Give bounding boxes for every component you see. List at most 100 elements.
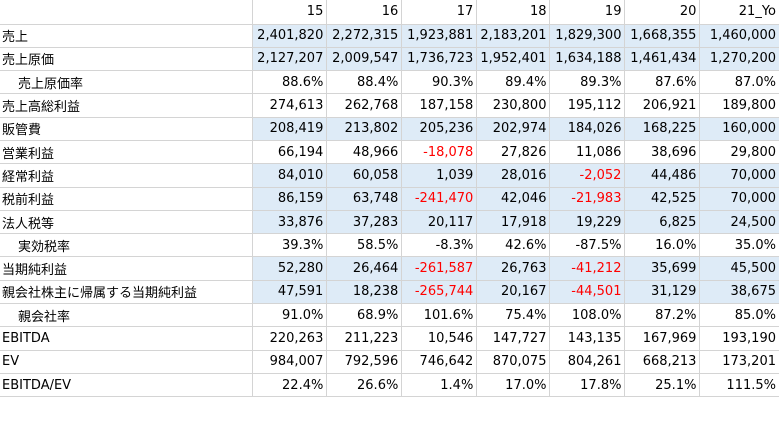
value-cell[interactable]: 86,159 bbox=[252, 187, 328, 211]
value-cell[interactable]: 1,736,723 bbox=[401, 47, 478, 72]
value-cell[interactable]: 202,974 bbox=[476, 117, 551, 141]
row-label-cell[interactable]: 売上 bbox=[0, 24, 254, 48]
value-cell[interactable]: 205,236 bbox=[401, 117, 478, 141]
value-cell[interactable]: -2,052 bbox=[549, 163, 626, 188]
value-cell[interactable]: 984,007 bbox=[252, 350, 328, 374]
value-cell[interactable]: 195,112 bbox=[549, 93, 626, 118]
value-cell[interactable]: 24,500 bbox=[699, 210, 779, 235]
value-cell[interactable]: 1,039 bbox=[401, 163, 478, 188]
value-cell[interactable]: 213,802 bbox=[326, 117, 403, 141]
value-cell[interactable]: -21,983 bbox=[549, 187, 626, 211]
value-cell[interactable]: 89.4% bbox=[476, 70, 551, 95]
value-cell[interactable]: 88.4% bbox=[326, 70, 403, 95]
row-label-cell[interactable]: 売上高総利益 bbox=[0, 93, 254, 118]
column-header-15[interactable]: 15 bbox=[252, 0, 328, 25]
value-cell[interactable]: 44,486 bbox=[624, 163, 701, 188]
value-cell[interactable]: 42.6% bbox=[476, 233, 551, 258]
value-cell[interactable]: 38,696 bbox=[624, 140, 701, 165]
value-cell[interactable]: 42,525 bbox=[624, 187, 701, 211]
column-header-20[interactable]: 20 bbox=[624, 0, 701, 25]
row-label-cell[interactable]: EBITDA/EV bbox=[0, 373, 254, 398]
value-cell[interactable]: 208,419 bbox=[252, 117, 328, 141]
value-cell[interactable]: 35.0% bbox=[699, 233, 779, 258]
value-cell[interactable]: 111.5% bbox=[699, 373, 779, 398]
value-cell[interactable]: 63,748 bbox=[326, 187, 403, 211]
value-cell[interactable]: 274,613 bbox=[252, 93, 328, 118]
column-header-16[interactable]: 16 bbox=[326, 0, 403, 25]
value-cell[interactable]: 6,825 bbox=[624, 210, 701, 235]
value-cell[interactable]: 11,086 bbox=[549, 140, 626, 165]
value-cell[interactable]: 10,546 bbox=[401, 326, 478, 351]
value-cell[interactable]: 206,921 bbox=[624, 93, 701, 118]
row-label-cell[interactable]: 売上原価率 bbox=[0, 70, 254, 95]
value-cell[interactable]: 17.0% bbox=[476, 373, 551, 398]
value-cell[interactable]: 108.0% bbox=[549, 303, 626, 328]
value-cell[interactable]: 87.0% bbox=[699, 70, 779, 95]
value-cell[interactable]: 88.6% bbox=[252, 70, 328, 95]
value-cell[interactable]: 87.6% bbox=[624, 70, 701, 95]
row-label-cell[interactable]: 実効税率 bbox=[0, 233, 254, 258]
value-cell[interactable]: -241,470 bbox=[401, 187, 478, 211]
value-cell[interactable]: 870,075 bbox=[476, 350, 551, 374]
value-cell[interactable]: 193,190 bbox=[699, 326, 779, 351]
row-label-cell[interactable]: 法人税等 bbox=[0, 210, 254, 235]
value-cell[interactable]: 1,952,401 bbox=[476, 47, 551, 72]
value-cell[interactable]: 33,876 bbox=[252, 210, 328, 235]
column-header-19[interactable]: 19 bbox=[549, 0, 626, 25]
row-label-cell[interactable]: 営業利益 bbox=[0, 140, 254, 165]
value-cell[interactable]: 29,800 bbox=[699, 140, 779, 165]
row-label-cell[interactable]: 親会社株主に帰属する当期純利益 bbox=[0, 280, 254, 305]
value-cell[interactable]: 68.9% bbox=[326, 303, 403, 328]
row-label-cell[interactable]: EV bbox=[0, 350, 254, 374]
row-label-cell[interactable]: EBITDA bbox=[0, 326, 254, 351]
value-cell[interactable]: 17,918 bbox=[476, 210, 551, 235]
value-cell[interactable]: 668,213 bbox=[624, 350, 701, 374]
value-cell[interactable]: 1,668,355 bbox=[624, 24, 701, 48]
value-cell[interactable]: 18,238 bbox=[326, 280, 403, 305]
value-cell[interactable]: 1,923,881 bbox=[401, 24, 478, 48]
value-cell[interactable]: -41,212 bbox=[549, 256, 626, 281]
value-cell[interactable]: 37,283 bbox=[326, 210, 403, 235]
value-cell[interactable]: 28,016 bbox=[476, 163, 551, 188]
value-cell[interactable]: 2,272,315 bbox=[326, 24, 403, 48]
value-cell[interactable]: 168,225 bbox=[624, 117, 701, 141]
row-label-cell[interactable]: 経常利益 bbox=[0, 163, 254, 188]
value-cell[interactable]: 220,263 bbox=[252, 326, 328, 351]
value-cell[interactable]: 143,135 bbox=[549, 326, 626, 351]
value-cell[interactable]: 746,642 bbox=[401, 350, 478, 374]
value-cell[interactable]: 52,280 bbox=[252, 256, 328, 281]
value-cell[interactable]: 187,158 bbox=[401, 93, 478, 118]
value-cell[interactable]: 173,201 bbox=[699, 350, 779, 374]
header-corner-cell[interactable] bbox=[0, 0, 254, 25]
value-cell[interactable]: 70,000 bbox=[699, 187, 779, 211]
value-cell[interactable]: 84,010 bbox=[252, 163, 328, 188]
row-label-cell[interactable]: 当期純利益 bbox=[0, 256, 254, 281]
value-cell[interactable]: 60,058 bbox=[326, 163, 403, 188]
value-cell[interactable]: 167,969 bbox=[624, 326, 701, 351]
value-cell[interactable]: -87.5% bbox=[549, 233, 626, 258]
row-label-cell[interactable]: 販管費 bbox=[0, 117, 254, 141]
row-label-cell[interactable]: 税前利益 bbox=[0, 187, 254, 211]
value-cell[interactable]: 85.0% bbox=[699, 303, 779, 328]
value-cell[interactable]: 1,634,188 bbox=[549, 47, 626, 72]
value-cell[interactable]: 38,675 bbox=[699, 280, 779, 305]
value-cell[interactable]: -18,078 bbox=[401, 140, 478, 165]
value-cell[interactable]: 45,500 bbox=[699, 256, 779, 281]
column-header-18[interactable]: 18 bbox=[476, 0, 551, 25]
value-cell[interactable]: 2,127,207 bbox=[252, 47, 328, 72]
value-cell[interactable]: 101.6% bbox=[401, 303, 478, 328]
value-cell[interactable]: 90.3% bbox=[401, 70, 478, 95]
value-cell[interactable]: 16.0% bbox=[624, 233, 701, 258]
value-cell[interactable]: 20,117 bbox=[401, 210, 478, 235]
value-cell[interactable]: 230,800 bbox=[476, 93, 551, 118]
value-cell[interactable]: 792,596 bbox=[326, 350, 403, 374]
value-cell[interactable]: 26,763 bbox=[476, 256, 551, 281]
value-cell[interactable]: 1,829,300 bbox=[549, 24, 626, 48]
value-cell[interactable]: 27,826 bbox=[476, 140, 551, 165]
value-cell[interactable]: 1,460,000 bbox=[699, 24, 779, 48]
value-cell[interactable]: 2,009,547 bbox=[326, 47, 403, 72]
value-cell[interactable]: 39.3% bbox=[252, 233, 328, 258]
value-cell[interactable]: 189,800 bbox=[699, 93, 779, 118]
value-cell[interactable]: 47,591 bbox=[252, 280, 328, 305]
value-cell[interactable]: 804,261 bbox=[549, 350, 626, 374]
